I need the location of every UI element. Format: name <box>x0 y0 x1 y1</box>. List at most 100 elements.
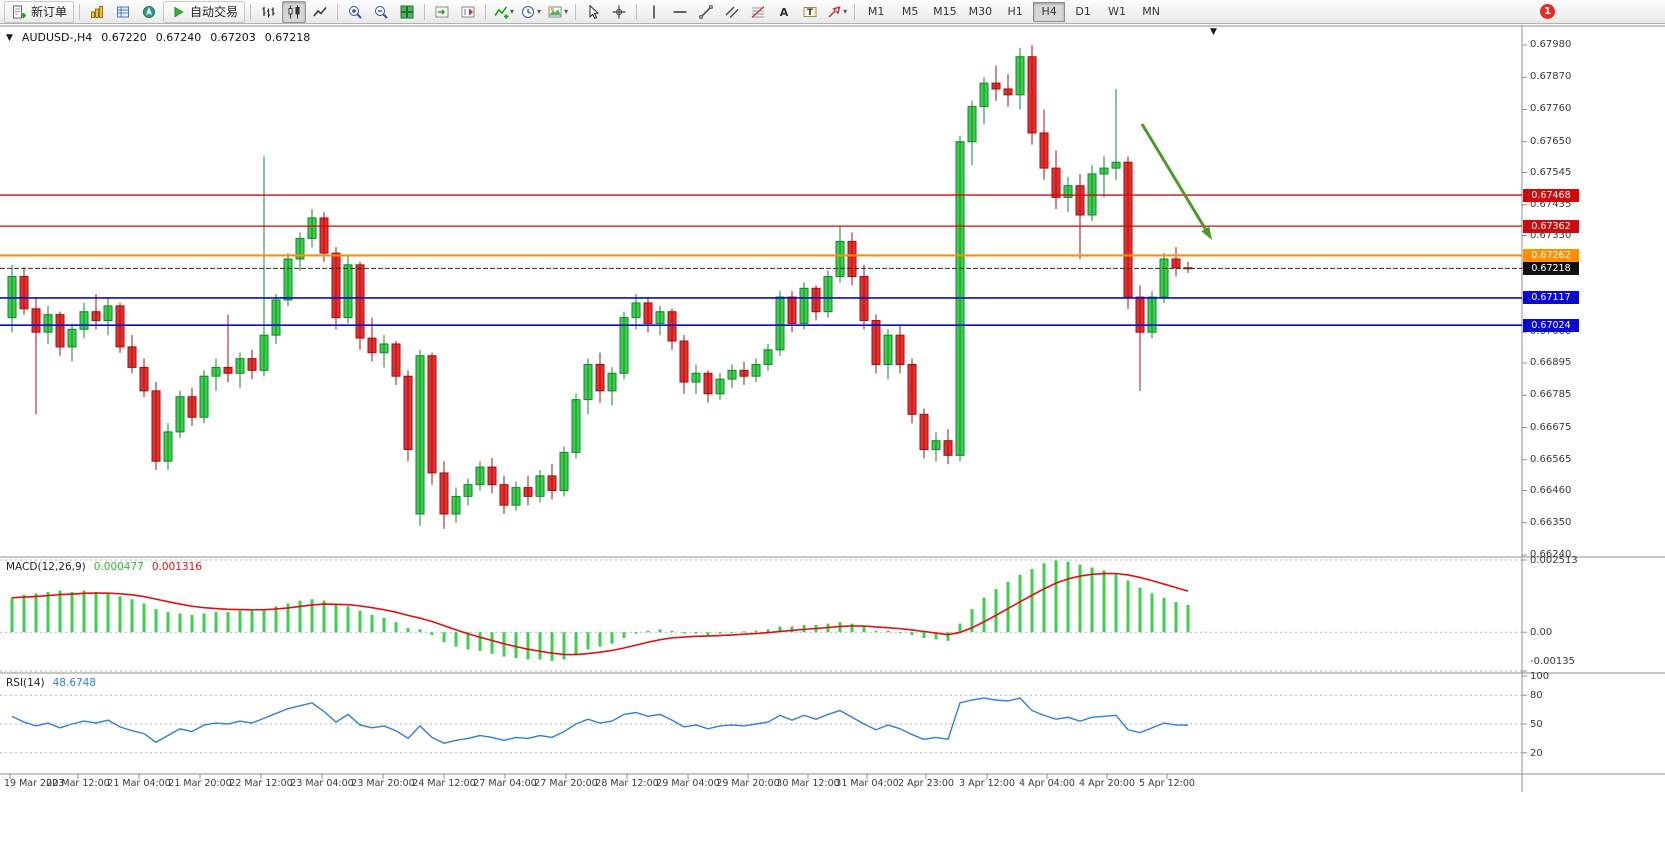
macd-histogram-bar <box>910 632 914 636</box>
macd-histogram-bar <box>1126 580 1130 633</box>
macd-histogram-bar <box>982 597 986 633</box>
time-axis-label: 31 Mar 04:00 <box>835 778 899 789</box>
macd-histogram-bar <box>946 632 950 641</box>
macd-histogram-bar <box>310 599 314 633</box>
auto-scroll-icon <box>435 6 449 17</box>
zoom-out-icon <box>375 5 388 19</box>
price-axis-label: 0.66785 <box>1530 389 1572 401</box>
macd-histogram-bar <box>550 632 554 661</box>
navigator-button[interactable] <box>137 1 161 23</box>
arrows-button[interactable]: ▾ <box>824 1 849 23</box>
macd-histogram-bar <box>1114 573 1118 633</box>
new-order-icon <box>13 5 26 18</box>
price-axis-label: 0.66565 <box>1530 453 1572 465</box>
data-window-button[interactable] <box>111 1 135 23</box>
indicators-button[interactable]: ▾ <box>491 1 516 23</box>
macd-histogram-bar <box>790 626 794 633</box>
macd-histogram-bar <box>862 626 866 633</box>
channel-button[interactable] <box>720 1 744 23</box>
price-axis-label: 0.67435 <box>1530 198 1572 210</box>
dropdown-caret-icon[interactable]: ▾ <box>510 7 515 16</box>
zoom-out-button[interactable] <box>369 1 393 23</box>
macd-histogram-bar <box>598 632 602 647</box>
price-axis-label: 0.67650 <box>1530 135 1572 147</box>
macd-histogram-bar <box>130 599 134 633</box>
macd-histogram-bar <box>610 632 614 644</box>
templates-button[interactable]: ▾ <box>545 1 570 23</box>
macd-histogram-bar <box>526 632 530 660</box>
vertical-line-button[interactable] <box>642 1 666 23</box>
price-axis-label: 0.67870 <box>1530 71 1572 83</box>
macd-histogram-bar <box>922 632 926 638</box>
macd-histogram-bar <box>394 622 398 633</box>
crosshair-button[interactable] <box>607 1 631 23</box>
ohlc-close: 0.67218 <box>264 31 311 44</box>
macd-histogram-bar <box>1006 581 1010 633</box>
toolbar-separator <box>79 3 81 20</box>
market-watch-button[interactable] <box>85 1 109 23</box>
time-axis-label: 23 Mar 04:00 <box>290 778 354 789</box>
macd-axis-label: 0.00 <box>1530 627 1553 639</box>
macd-histogram-bar <box>670 630 674 633</box>
periods-button[interactable]: ▾ <box>518 1 543 23</box>
horizontal-line-icon <box>673 10 687 13</box>
text-button[interactable]: A <box>772 1 796 23</box>
timeframe-m30[interactable]: M30 <box>968 5 993 18</box>
time-axis-label: 3 Apr 12:00 <box>959 778 1015 789</box>
time-axis-label: 4 Apr 20:00 <box>1079 778 1135 789</box>
macd-histogram-bar <box>766 629 770 633</box>
tile-windows-icon <box>400 5 414 18</box>
trend-arrow-object[interactable] <box>1140 123 1207 230</box>
timeframe-mn[interactable]: MN <box>1142 5 1160 18</box>
time-axis-label: 28 Mar 12:00 <box>595 778 659 789</box>
macd-histogram-bar <box>154 609 158 633</box>
macd-histogram-bar <box>466 632 470 650</box>
toolbar-separator <box>575 3 577 20</box>
chart-shift-button[interactable] <box>456 1 480 23</box>
svg-text:A: A <box>780 6 789 19</box>
auto-trading-button[interactable]: 自动交易 <box>163 0 246 23</box>
rsi-axis-label: 100 <box>1530 671 1550 682</box>
candlestick-button[interactable] <box>282 0 307 23</box>
timeframe-h4[interactable]: H4 <box>1033 1 1066 22</box>
timeframe-m15[interactable]: M15 <box>933 5 957 18</box>
macd-signal-line <box>11 572 1189 656</box>
timeframe-m1[interactable]: M1 <box>867 5 885 18</box>
toolbar-separator <box>485 3 487 20</box>
new-order-button[interactable]: 新订单 <box>4 0 75 23</box>
channel-icon <box>725 6 739 18</box>
macd-histogram-bar <box>586 632 590 650</box>
zoom-in-button[interactable] <box>343 1 367 23</box>
timeframe-m5[interactable]: M5 <box>901 5 919 18</box>
macd-histogram-bar <box>58 590 62 633</box>
timeframe-h1[interactable]: H1 <box>1007 5 1023 18</box>
macd-histogram-bar <box>994 589 998 633</box>
horizontal-line-button[interactable] <box>668 1 692 23</box>
macd-axis-label: -0.00135 <box>1530 656 1575 667</box>
periods-icon <box>522 5 535 18</box>
time-axis-label: 21 Mar 04:00 <box>107 778 171 789</box>
trend-arrow-head[interactable] <box>1201 226 1212 240</box>
dropdown-caret-icon[interactable]: ▾ <box>564 7 569 16</box>
tile-windows-button[interactable] <box>395 1 419 23</box>
line-chart-button[interactable] <box>308 1 332 23</box>
timeframe-w1[interactable]: W1 <box>1108 5 1127 18</box>
timeframe-d1[interactable]: D1 <box>1075 5 1091 18</box>
chart-shift-icon <box>461 6 475 17</box>
macd-histogram-bar <box>202 613 206 633</box>
text-label-button[interactable]: T <box>798 1 822 23</box>
dropdown-caret-icon[interactable]: ▾ <box>843 7 848 16</box>
cursor-button[interactable] <box>581 1 605 23</box>
macd-histogram-bar <box>490 632 494 654</box>
trendline-button[interactable] <box>694 1 718 23</box>
chart-menu-arrow-icon[interactable]: ▼ <box>6 32 13 43</box>
macd-histogram-bar <box>1102 570 1106 633</box>
dropdown-caret-icon[interactable]: ▾ <box>537 7 542 16</box>
candles <box>7 45 1193 529</box>
bar-chart-button[interactable] <box>256 1 280 23</box>
notification-badge[interactable]: 1 <box>1540 4 1555 19</box>
macd-histogram-bar <box>334 604 338 633</box>
fibonacci-button[interactable] <box>746 1 770 23</box>
auto-scroll-button[interactable] <box>430 1 454 23</box>
